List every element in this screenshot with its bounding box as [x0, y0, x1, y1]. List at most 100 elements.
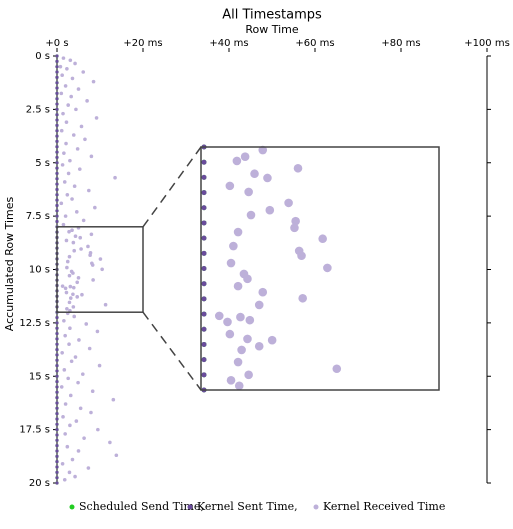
- data-point: [55, 54, 59, 58]
- data-point: [55, 465, 59, 469]
- data-point: [65, 444, 70, 449]
- y-tick-label: 15 s: [29, 371, 50, 382]
- inset-background: [201, 147, 439, 390]
- data-point: [81, 372, 85, 376]
- data-point: [61, 111, 65, 116]
- data-point: [201, 190, 207, 196]
- data-point: [201, 174, 207, 180]
- data-point: [244, 187, 253, 197]
- data-point: [93, 205, 97, 210]
- data-point: [73, 474, 77, 479]
- data-point: [68, 158, 72, 163]
- data-point: [89, 154, 94, 159]
- zoom-connector: [142, 311, 202, 391]
- data-point: [113, 175, 117, 180]
- data-point: [68, 58, 73, 63]
- data-point: [65, 306, 69, 311]
- data-point: [91, 278, 95, 282]
- data-point: [55, 315, 59, 320]
- data-point: [79, 124, 84, 129]
- data-point: [55, 166, 59, 170]
- data-point: [55, 385, 59, 389]
- data-point: [234, 381, 244, 391]
- data-point: [97, 363, 102, 368]
- data-point: [76, 380, 80, 385]
- data-point: [71, 271, 75, 275]
- data-point: [225, 181, 235, 191]
- data-point: [59, 91, 64, 96]
- data-point: [243, 334, 252, 344]
- data-point: [55, 390, 59, 394]
- data-point: [55, 342, 59, 346]
- data-point: [70, 197, 74, 201]
- data-point: [245, 315, 255, 325]
- data-point: [90, 389, 95, 393]
- data-point: [90, 263, 95, 267]
- data-point: [284, 198, 293, 208]
- data-point: [201, 357, 207, 363]
- data-point: [240, 152, 250, 162]
- data-point: [55, 182, 59, 186]
- data-point: [63, 286, 68, 291]
- data-point: [88, 253, 92, 257]
- x-tick-label: +40 ms: [209, 38, 248, 49]
- x-tick-label: +80 ms: [381, 38, 420, 49]
- data-point: [55, 187, 59, 192]
- data-point: [64, 238, 69, 243]
- chart-title: All Timestamps: [222, 8, 322, 23]
- data-point: [233, 281, 243, 291]
- data-point: [65, 265, 69, 270]
- data-point: [55, 438, 59, 442]
- data-point: [55, 193, 59, 197]
- y-tick-label: 10 s: [29, 265, 50, 276]
- data-point: [67, 229, 71, 234]
- data-point: [95, 329, 100, 334]
- data-point: [55, 374, 59, 378]
- data-point: [65, 259, 70, 264]
- data-point: [59, 385, 64, 389]
- data-point: [66, 171, 71, 176]
- data-point: [72, 184, 77, 189]
- data-point: [71, 305, 76, 309]
- data-point: [94, 116, 99, 120]
- data-point: [226, 375, 236, 385]
- data-point: [254, 341, 264, 351]
- data-point: [55, 379, 59, 384]
- y-tick-label: 2.5 s: [26, 104, 50, 115]
- data-point: [201, 159, 207, 165]
- data-point: [77, 338, 81, 342]
- data-point: [55, 219, 59, 224]
- data-point: [89, 232, 94, 237]
- data-point: [78, 406, 83, 411]
- data-point: [77, 167, 82, 171]
- data-point: [55, 470, 59, 474]
- data-point: [60, 461, 65, 466]
- data-point: [62, 477, 67, 482]
- data-point: [332, 364, 342, 374]
- data-point: [62, 318, 66, 323]
- data-point: [254, 300, 264, 310]
- x-tick-label: +100 ms: [464, 38, 510, 49]
- data-point: [291, 216, 300, 226]
- data-point: [201, 220, 207, 226]
- data-point: [297, 251, 306, 261]
- data-point: [65, 192, 70, 197]
- data-point: [55, 177, 59, 181]
- data-point: [55, 155, 59, 160]
- data-point: [84, 322, 89, 326]
- data-point: [55, 81, 59, 85]
- data-point: [55, 396, 59, 400]
- y-tick-label: 12.5 s: [19, 318, 50, 329]
- data-point: [55, 145, 59, 149]
- data-point: [67, 254, 72, 259]
- data-point: [76, 449, 81, 453]
- data-point: [60, 350, 64, 355]
- data-point: [55, 59, 59, 63]
- data-point: [55, 369, 59, 373]
- y-tick-label: 5 s: [35, 158, 50, 169]
- data-point: [74, 210, 79, 214]
- data-point: [65, 67, 69, 71]
- data-point: [68, 423, 72, 428]
- data-point: [83, 137, 87, 142]
- data-point: [86, 466, 91, 470]
